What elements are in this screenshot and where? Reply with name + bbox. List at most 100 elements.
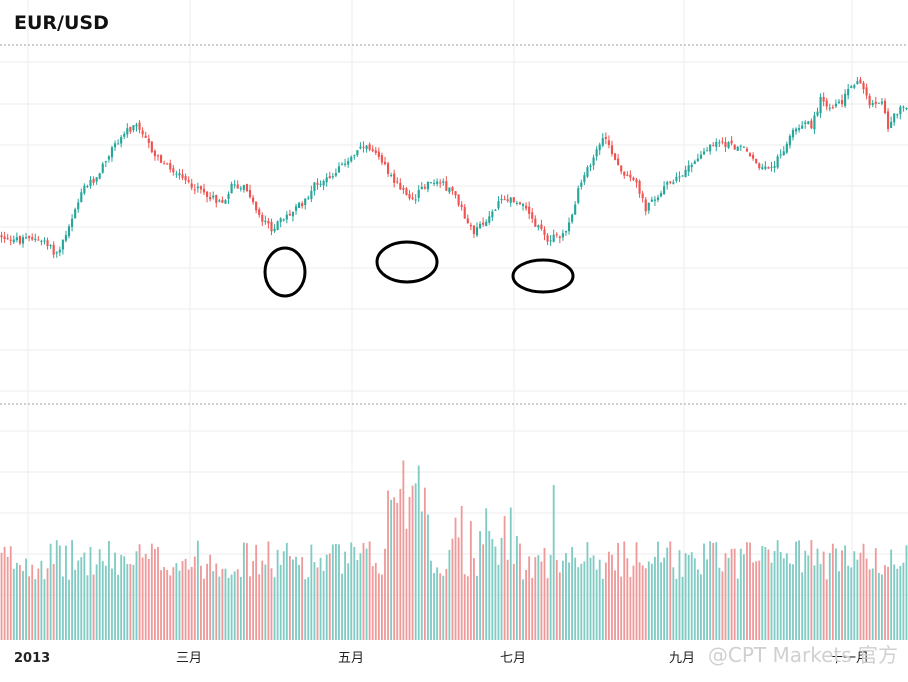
candle-body: [745, 148, 749, 152]
volume-bar: [77, 560, 80, 640]
candle-body: [71, 218, 74, 227]
volume-bar: [160, 570, 162, 640]
candle-body: [531, 212, 534, 219]
candle-body: [702, 151, 706, 155]
volume-bar: [92, 574, 95, 640]
candle-body: [273, 228, 276, 232]
volume-bar: [693, 558, 696, 640]
candle-body: [500, 199, 503, 201]
candle-body: [325, 177, 328, 183]
candle-body: [653, 199, 656, 201]
candle-body: [187, 180, 190, 182]
volume-bar: [626, 558, 629, 640]
volume-bar: [107, 541, 110, 640]
volume-bar: [767, 549, 770, 640]
candle-body: [98, 173, 101, 179]
volume-bar: [436, 567, 439, 640]
candle-body: [850, 86, 853, 89]
volume-bar: [528, 556, 531, 640]
candle-body: [469, 224, 472, 227]
candle-body: [880, 101, 883, 104]
candle-body: [733, 144, 736, 150]
volume-bar: [764, 546, 767, 640]
volume-bar: [813, 565, 816, 640]
volume-bar: [132, 564, 135, 640]
volume-bar: [482, 544, 485, 640]
volume-bar: [200, 565, 202, 640]
chart-title: EUR/USD: [14, 12, 109, 34]
candle-body: [859, 79, 862, 84]
volume-bar: [285, 542, 288, 640]
volume-bar: [534, 557, 537, 640]
volume-bar: [644, 568, 647, 640]
candle-body: [55, 252, 58, 254]
volume-bar: [877, 572, 880, 640]
volume-bar: [853, 551, 856, 640]
candle-body: [261, 214, 264, 222]
volume-bar: [175, 563, 178, 640]
candle-body: [291, 211, 295, 217]
volume-bar: [604, 562, 607, 640]
candle-body: [515, 203, 518, 205]
volume-bar: [638, 562, 641, 640]
candle-body: [656, 197, 660, 201]
candle-body: [423, 186, 426, 189]
candle-body: [617, 158, 620, 166]
candle-body: [819, 96, 822, 114]
volume-bar: [445, 568, 448, 640]
candle-body: [362, 146, 365, 148]
volume-bar: [583, 561, 586, 640]
volume-bar: [258, 574, 261, 640]
candle-body: [742, 146, 745, 148]
candle-body: [457, 194, 460, 205]
volume-bar: [666, 547, 669, 640]
volume-bar: [295, 556, 297, 640]
volume-bar: [338, 544, 340, 640]
candle-body: [3, 236, 6, 240]
volume-bar: [565, 553, 567, 640]
volume-bar: [37, 568, 40, 640]
candle-body: [129, 126, 132, 132]
volume-bar: [80, 557, 83, 640]
candle-body: [40, 240, 43, 242]
volume-bar: [12, 568, 15, 640]
volume-bar: [104, 565, 107, 640]
candle-body: [236, 184, 239, 189]
candle-body: [577, 188, 580, 203]
candle-body: [156, 155, 160, 157]
volume-bar: [733, 548, 736, 640]
volume-bar: [620, 576, 623, 640]
candle-body: [178, 173, 181, 176]
volume-bar: [739, 548, 742, 640]
candle-body: [479, 223, 482, 229]
candle-body: [37, 239, 40, 241]
candle-body: [227, 194, 230, 199]
volume-bar: [206, 563, 208, 640]
volume-bar: [184, 558, 187, 640]
volume-bar: [138, 544, 141, 640]
candle-body: [601, 138, 604, 146]
candle-body: [567, 222, 571, 232]
candle-body: [503, 199, 506, 201]
volume-bar: [874, 548, 877, 640]
candle-body: [267, 221, 270, 224]
volume-bar: [466, 576, 469, 640]
x-tick-label: 三月: [176, 651, 202, 666]
volume-bar: [586, 542, 589, 640]
watermark: @CPT Markets 官方: [707, 643, 898, 667]
candle-body: [828, 107, 831, 109]
volume-bar: [905, 545, 908, 640]
volume-bar: [147, 558, 150, 640]
volume-bar: [552, 485, 555, 640]
volume-bar: [675, 578, 678, 640]
candle-body: [678, 176, 681, 178]
candle-body: [80, 192, 83, 202]
volume-bar: [660, 562, 662, 640]
volume-bar: [157, 547, 159, 640]
volume-bar: [736, 578, 739, 640]
volume-bar: [141, 557, 144, 640]
volume-bar: [838, 571, 840, 640]
volume-bar: [153, 548, 156, 640]
volume-bar: [227, 577, 230, 640]
volume-bar: [669, 541, 672, 640]
